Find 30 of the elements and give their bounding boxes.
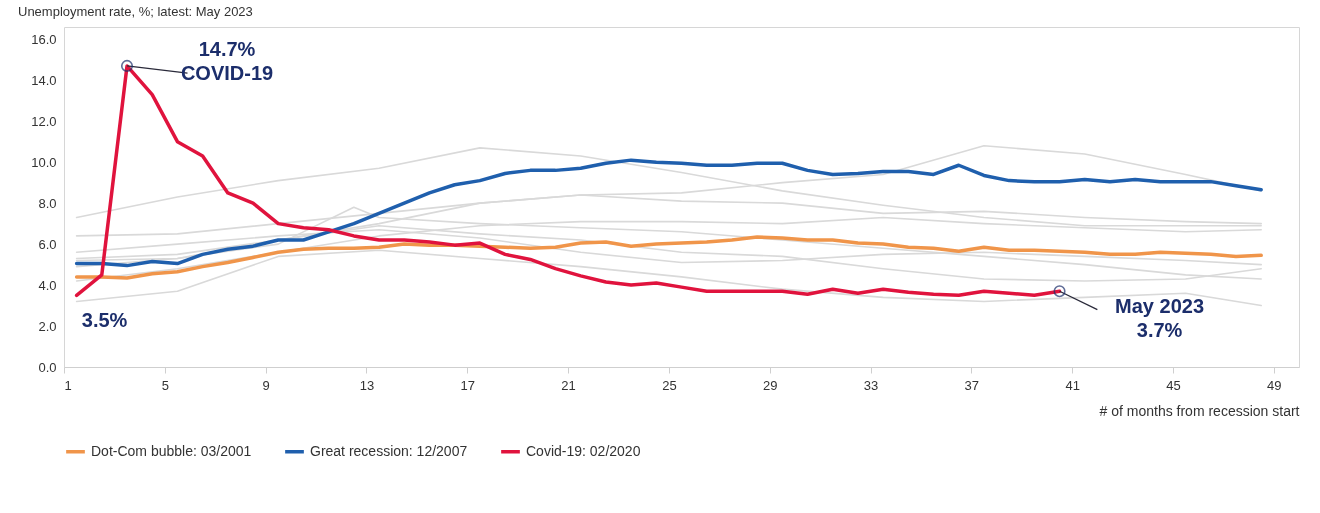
legend-label: Great recession: 12/2007 <box>310 442 468 459</box>
annotation: May 2023 3.7% <box>1115 295 1205 342</box>
annotation: 3.5% <box>81 309 128 332</box>
x-tick-label: 45 <box>1166 377 1181 393</box>
y-tick-label: 10.0 <box>31 154 57 170</box>
y-tick-label: 16.0 <box>31 31 57 47</box>
x-tick-label: 37 <box>964 377 980 393</box>
y-tick-label: 8.0 <box>38 195 57 211</box>
x-tick-label: 41 <box>1065 377 1080 393</box>
y-tick-label: 0.0 <box>38 359 57 375</box>
x-tick-label: 21 <box>561 377 576 393</box>
chart-title: Unemployment rate, %; latest: May 2023 <box>18 4 253 19</box>
x-tick-label: 9 <box>262 377 270 393</box>
y-tick-label: 12.0 <box>31 113 57 129</box>
y-tick-label: 6.0 <box>38 236 57 252</box>
x-axis-title: # of months from recession start <box>1099 402 1300 419</box>
legend-label: Covid-19: 02/2020 <box>526 442 641 459</box>
x-tick-label: 1 <box>64 377 72 393</box>
x-tick-label: 49 <box>1267 377 1282 393</box>
x-tick-label: 13 <box>359 377 375 393</box>
x-tick-label: 29 <box>762 377 778 393</box>
y-tick-label: 4.0 <box>38 277 57 293</box>
x-tick-label: 17 <box>460 377 475 393</box>
y-tick-label: 2.0 <box>38 318 57 334</box>
x-tick-label: 5 <box>161 377 169 393</box>
x-tick-label: 25 <box>662 377 677 393</box>
x-tick-label: 33 <box>863 377 879 393</box>
legend-label: Dot-Com bubble: 03/2001 <box>91 442 252 459</box>
y-tick-label: 14.0 <box>31 72 57 88</box>
annotation: 14.7% COVID-19 <box>180 37 274 84</box>
